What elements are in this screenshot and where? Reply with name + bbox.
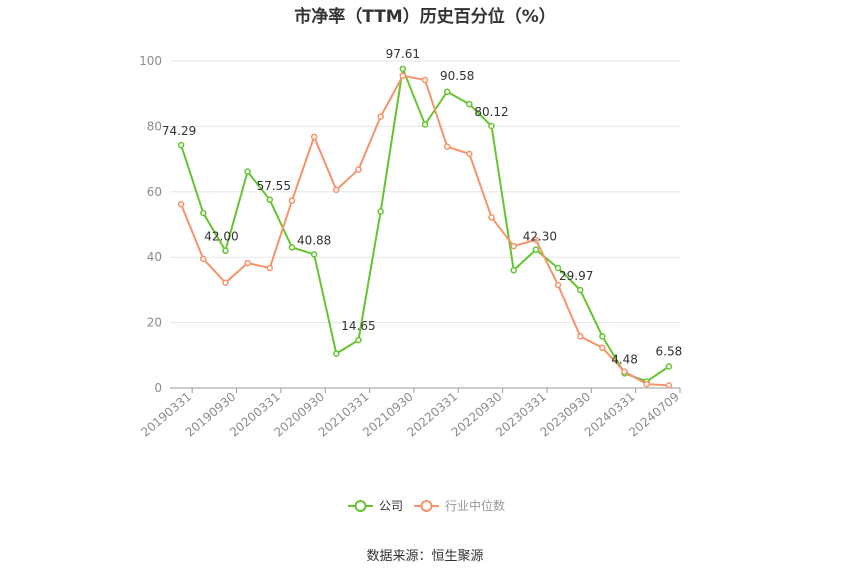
data-point-company[interactable] xyxy=(177,141,185,149)
y-tick-label: 40 xyxy=(147,250,162,264)
series-points xyxy=(177,65,673,389)
data-point-company[interactable] xyxy=(200,209,207,217)
data-point-company[interactable] xyxy=(443,88,451,96)
data-point-company[interactable] xyxy=(222,247,229,254)
data-point-company[interactable] xyxy=(244,168,251,175)
data-label-company: 57.55 xyxy=(257,179,291,193)
chart-title: 市净率（TTM）历史百分位（%） xyxy=(294,7,556,27)
data-point-industry[interactable] xyxy=(399,72,407,79)
data-point-company[interactable] xyxy=(333,350,340,357)
data-source: 数据来源：恒生聚源 xyxy=(366,549,484,564)
data-label-company: 40.88 xyxy=(297,233,331,247)
data-label-company: 97.61 xyxy=(386,47,420,61)
data-point-company[interactable] xyxy=(466,100,473,108)
y-tick-label: 20 xyxy=(147,316,162,330)
data-point-industry[interactable] xyxy=(244,259,251,267)
legend-item-industry[interactable]: 行业中位数 xyxy=(414,498,505,513)
data-point-company[interactable] xyxy=(488,122,495,130)
data-point-company[interactable] xyxy=(399,65,407,73)
y-tick-label: 0 xyxy=(154,381,162,395)
data-point-industry[interactable] xyxy=(177,200,185,208)
data-point-company[interactable] xyxy=(266,196,274,204)
data-label-company: 42.00 xyxy=(204,230,238,244)
data-point-industry[interactable] xyxy=(443,143,451,150)
data-point-industry[interactable] xyxy=(665,382,673,389)
legend-label-industry: 行业中位数 xyxy=(445,498,505,513)
data-point-company[interactable] xyxy=(665,363,673,370)
data-point-company[interactable] xyxy=(554,264,562,272)
data-point-company[interactable] xyxy=(310,251,318,258)
data-labels: 74.29 42.00 57.55 40.88 14.65 97.61 90.58 80.12… xyxy=(162,47,682,367)
data-point-industry[interactable] xyxy=(310,133,318,141)
data-point-industry[interactable] xyxy=(532,236,540,244)
data-point-company[interactable] xyxy=(421,121,429,128)
data-point-industry[interactable] xyxy=(377,113,384,120)
data-point-industry[interactable] xyxy=(488,214,495,221)
data-point-industry[interactable] xyxy=(355,166,362,173)
y-tick-label: 100 xyxy=(139,54,162,68)
data-point-company[interactable] xyxy=(532,246,540,253)
data-label-company: 29.97 xyxy=(559,269,593,283)
data-point-industry[interactable] xyxy=(643,380,650,388)
data-label-company: 42.30 xyxy=(523,230,557,244)
y-tick-label: 60 xyxy=(147,185,162,199)
data-point-industry[interactable] xyxy=(288,197,296,204)
series-lines xyxy=(180,67,670,387)
data-point-company[interactable] xyxy=(355,336,362,344)
y-tick-label: 80 xyxy=(147,119,162,133)
data-point-industry[interactable] xyxy=(333,186,340,194)
data-point-industry[interactable] xyxy=(266,264,274,272)
data-label-company: 4.48 xyxy=(611,352,638,366)
data-label-company: 6.58 xyxy=(656,344,683,358)
data-point-industry[interactable] xyxy=(576,333,584,340)
data-point-industry[interactable] xyxy=(222,279,229,286)
data-label-company: 14.65 xyxy=(341,319,375,333)
legend-marker-industry xyxy=(420,500,433,512)
legend[interactable]: 公司 行业中位数 xyxy=(348,498,505,513)
data-point-industry[interactable] xyxy=(466,150,473,158)
legend-item-company[interactable]: 公司 xyxy=(348,499,403,513)
data-point-company[interactable] xyxy=(377,208,384,215)
data-point-industry[interactable] xyxy=(621,368,628,375)
data-point-company[interactable] xyxy=(510,267,517,274)
y-axis: 0 20 40 60 80 100 xyxy=(139,54,162,395)
data-label-company: 80.12 xyxy=(474,105,508,119)
data-point-company[interactable] xyxy=(599,333,606,340)
data-point-industry[interactable] xyxy=(421,76,429,84)
x-axis: 2019033120190930202003312020093020210331… xyxy=(138,387,682,440)
legend-label-company: 公司 xyxy=(379,499,403,513)
data-point-industry[interactable] xyxy=(599,344,606,352)
data-point-industry[interactable] xyxy=(554,281,562,289)
data-label-company: 90.58 xyxy=(440,69,474,83)
data-point-company[interactable] xyxy=(288,244,296,251)
data-label-company: 74.29 xyxy=(162,124,196,138)
data-point-industry[interactable] xyxy=(510,242,517,250)
data-point-industry[interactable] xyxy=(200,255,207,263)
legend-marker-company xyxy=(354,500,367,512)
grid-lines xyxy=(170,60,680,324)
data-point-company[interactable] xyxy=(576,286,584,294)
series-line-company xyxy=(180,67,670,383)
